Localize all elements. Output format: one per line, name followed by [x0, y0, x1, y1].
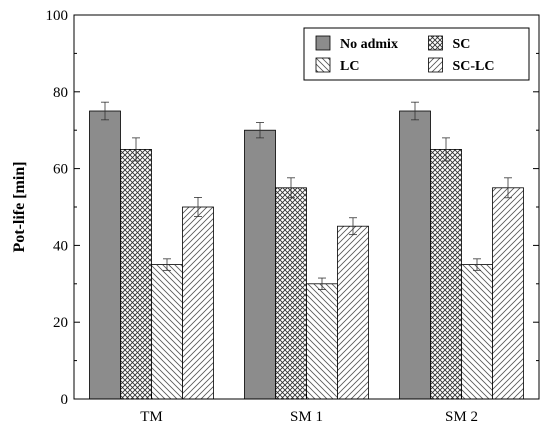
bar-sc-lc-sm-2	[492, 187, 524, 400]
bar-sc-tm	[120, 148, 152, 400]
bar-sc-lc-sm-1	[337, 225, 369, 400]
legend-swatch-no-admix	[315, 35, 331, 51]
x-tick-label: SM 2	[445, 409, 478, 425]
bar-no-admix-tm	[89, 110, 121, 400]
y-tick-label: 20	[53, 315, 68, 331]
legend-label-sc-lc: SC-LC	[453, 59, 495, 74]
bar-lc-tm	[151, 264, 183, 400]
legend-swatch-sc	[428, 35, 443, 51]
legend-label-lc: LC	[340, 59, 359, 74]
error-bar-sc-lc-sm-2	[504, 177, 512, 199]
bar-sc-sm-2	[430, 148, 462, 400]
error-bar-sc-lc-tm	[194, 196, 202, 218]
error-bar-sc-tm	[132, 137, 140, 162]
bar-sc-lc-tm	[182, 206, 214, 400]
y-tick-label: 60	[53, 162, 68, 178]
y-tick-label: 100	[46, 8, 69, 24]
error-bar-lc-tm	[163, 258, 171, 271]
legend-swatch-lc	[315, 57, 331, 73]
error-bar-sc-sm-2	[442, 137, 450, 162]
error-bar-no-admix-sm-2	[411, 101, 419, 121]
bar-sc-sm-1	[275, 187, 307, 400]
x-tick-label: TM	[140, 409, 163, 425]
error-bar-sc-lc-sm-1	[349, 217, 357, 236]
y-tick-label: 40	[53, 238, 68, 254]
y-tick-label: 0	[61, 392, 69, 408]
error-bar-no-admix-sm-1	[256, 122, 264, 139]
error-bar-no-admix-tm	[101, 101, 109, 121]
legend-swatch-sc-lc	[428, 57, 443, 73]
bar-no-admix-sm-2	[399, 110, 431, 400]
y-axis-title: Pot-life [min]	[11, 161, 28, 252]
bar-no-admix-sm-1	[244, 129, 276, 400]
legend-box	[303, 27, 530, 81]
error-bar-lc-sm-2	[473, 258, 481, 271]
legend: No admix SC LC SC-LC	[303, 27, 530, 81]
bar-lc-sm-2	[461, 264, 493, 400]
legend-label-sc: SC	[453, 37, 471, 52]
error-bar-sc-sm-1	[287, 177, 295, 199]
error-bar-lc-sm-1	[318, 277, 326, 290]
bar-lc-sm-1	[306, 283, 338, 400]
x-tick-label: SM 1	[290, 409, 323, 425]
y-tick-label: 80	[53, 85, 68, 101]
legend-label-no-admix: No admix	[340, 37, 398, 52]
